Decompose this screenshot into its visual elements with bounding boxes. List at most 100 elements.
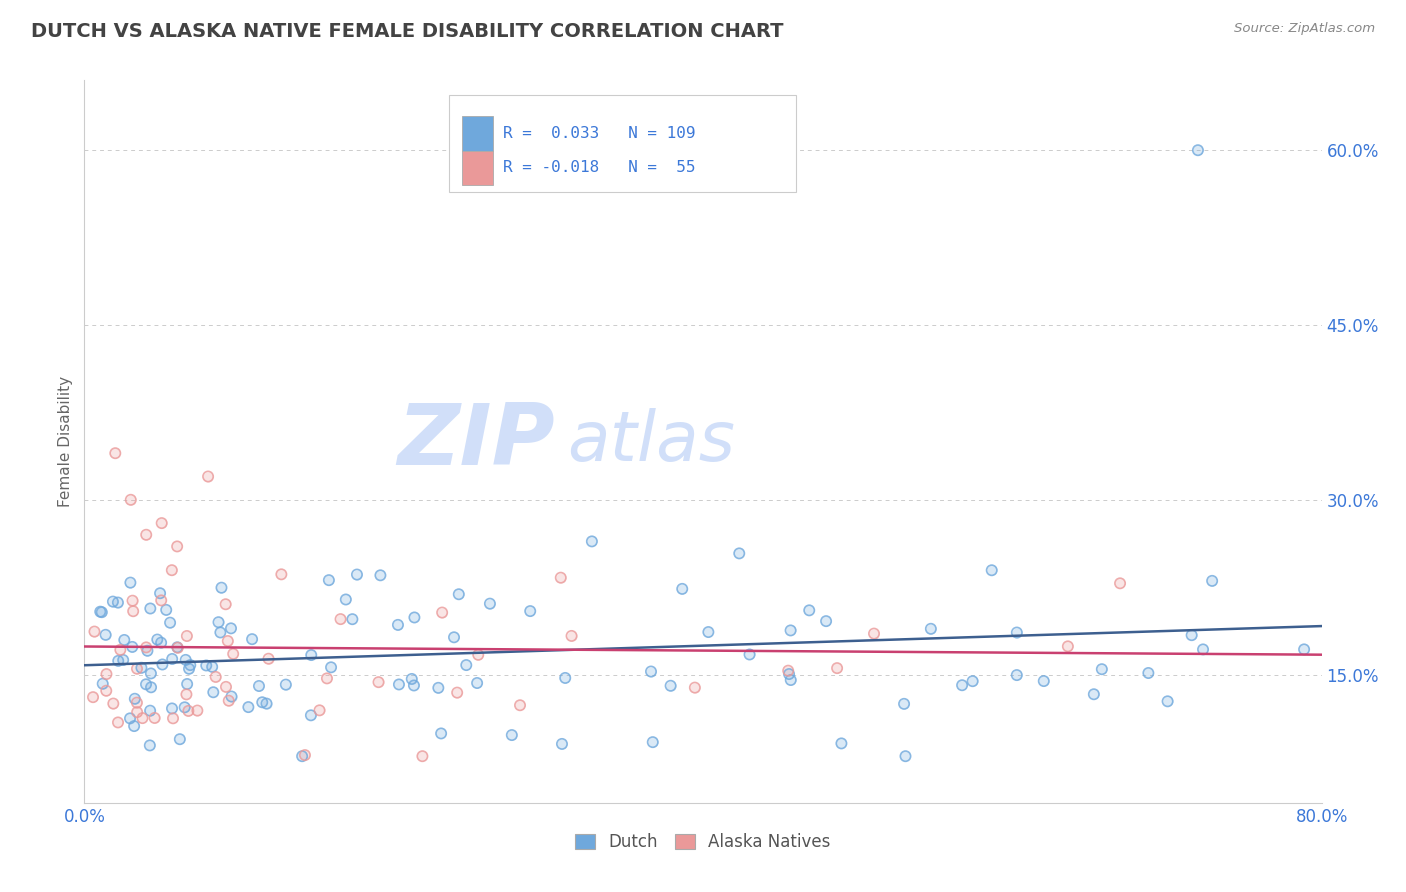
Text: ZIP: ZIP xyxy=(396,400,554,483)
Point xyxy=(125,662,148,676)
Point xyxy=(149,586,172,600)
Point xyxy=(146,632,169,647)
Point xyxy=(299,648,322,662)
Point xyxy=(162,711,184,725)
Point xyxy=(107,715,129,730)
Point xyxy=(177,662,200,676)
Point xyxy=(201,660,224,674)
Point xyxy=(107,654,129,668)
Point xyxy=(135,677,157,691)
Point xyxy=(159,615,181,630)
Point xyxy=(125,662,148,676)
Point xyxy=(1192,642,1215,657)
Point xyxy=(173,700,195,714)
Point xyxy=(247,679,270,693)
Point xyxy=(427,681,450,695)
FancyBboxPatch shape xyxy=(461,117,492,151)
Point xyxy=(94,628,117,642)
Point xyxy=(465,676,488,690)
Point xyxy=(121,640,143,654)
Point xyxy=(342,612,364,626)
Point xyxy=(1005,668,1028,682)
FancyBboxPatch shape xyxy=(450,95,796,193)
Point xyxy=(456,658,478,673)
Point xyxy=(411,749,433,764)
Point xyxy=(447,587,470,601)
Point xyxy=(103,697,125,711)
Point xyxy=(217,634,239,648)
Point xyxy=(316,672,339,686)
Point xyxy=(641,735,664,749)
Point xyxy=(388,677,411,691)
Point xyxy=(166,640,188,655)
Point xyxy=(274,678,297,692)
Point xyxy=(641,735,664,749)
Point xyxy=(169,732,191,747)
Point xyxy=(779,624,801,638)
Point xyxy=(122,719,145,733)
Point xyxy=(176,629,198,643)
Point xyxy=(139,681,162,695)
Point xyxy=(270,567,292,582)
Point xyxy=(90,605,112,619)
Point xyxy=(160,652,183,666)
Point xyxy=(920,622,942,636)
Point xyxy=(252,695,274,709)
Point xyxy=(1156,694,1178,708)
Point xyxy=(581,534,603,549)
Point xyxy=(159,615,181,630)
Point xyxy=(299,648,322,662)
Point xyxy=(252,695,274,709)
Point xyxy=(671,582,693,596)
Point xyxy=(370,568,392,582)
Point xyxy=(1187,143,1209,157)
Point xyxy=(110,643,132,657)
Point xyxy=(96,667,118,681)
Point xyxy=(825,661,848,675)
Point xyxy=(863,626,886,640)
Point xyxy=(104,446,127,460)
Point xyxy=(342,612,364,626)
Point xyxy=(121,640,143,654)
Point xyxy=(430,606,453,620)
Point xyxy=(799,603,821,617)
Point xyxy=(893,697,915,711)
Point xyxy=(893,697,915,711)
Point xyxy=(387,618,409,632)
Point xyxy=(125,696,148,710)
Point xyxy=(124,691,146,706)
Point xyxy=(150,635,173,649)
Point xyxy=(1083,687,1105,701)
Point xyxy=(728,546,751,560)
Point xyxy=(222,647,245,661)
Point xyxy=(82,690,104,705)
Text: DUTCH VS ALASKA NATIVE FEMALE DISABILITY CORRELATION CHART: DUTCH VS ALASKA NATIVE FEMALE DISABILITY… xyxy=(31,22,783,41)
Point xyxy=(778,667,800,681)
Point xyxy=(561,629,583,643)
Point xyxy=(179,658,201,673)
Point xyxy=(1057,640,1080,654)
Point xyxy=(1192,642,1215,657)
Point xyxy=(221,690,243,704)
Point xyxy=(447,587,470,601)
Point xyxy=(1109,576,1132,591)
Point xyxy=(778,667,800,681)
Point xyxy=(110,643,132,657)
Point xyxy=(135,640,157,655)
Point xyxy=(640,665,662,679)
Point xyxy=(830,736,852,750)
Point xyxy=(177,662,200,676)
Point xyxy=(127,705,149,719)
Point xyxy=(738,648,761,662)
Point xyxy=(1005,625,1028,640)
Point xyxy=(299,708,322,723)
Point xyxy=(257,651,280,665)
Point xyxy=(131,711,153,725)
Point xyxy=(501,728,523,742)
Point xyxy=(155,603,177,617)
Point xyxy=(219,621,242,635)
Point xyxy=(1187,143,1209,157)
Point xyxy=(501,728,523,742)
Point xyxy=(207,615,229,630)
Point xyxy=(89,605,111,619)
